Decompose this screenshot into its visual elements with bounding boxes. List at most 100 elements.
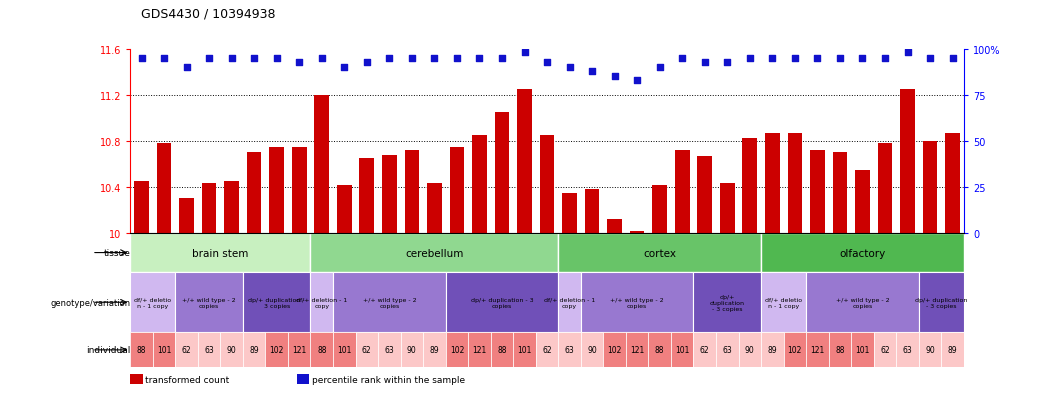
Point — [426, 55, 443, 62]
Bar — [810, 151, 824, 233]
Point — [358, 59, 375, 66]
Text: 63: 63 — [902, 346, 913, 354]
Text: df/+ deletio
n - 1 copy: df/+ deletio n - 1 copy — [765, 297, 802, 308]
Text: brain stem: brain stem — [192, 248, 249, 258]
Bar — [536, 332, 559, 368]
Bar — [629, 231, 645, 233]
Text: 88: 88 — [655, 346, 665, 354]
Bar — [491, 332, 514, 368]
Bar — [446, 273, 559, 332]
Bar — [270, 147, 284, 233]
Text: olfactory: olfactory — [840, 248, 886, 258]
Text: 88: 88 — [137, 346, 146, 354]
Text: 62: 62 — [181, 346, 192, 354]
Bar — [603, 332, 626, 368]
Bar — [179, 199, 194, 233]
Bar — [224, 182, 239, 233]
Text: +/+ wild type - 2
copies: +/+ wild type - 2 copies — [182, 297, 235, 308]
Point — [291, 59, 307, 66]
Point — [178, 65, 195, 71]
Text: 101: 101 — [855, 346, 870, 354]
Bar — [716, 332, 739, 368]
Bar — [563, 193, 577, 233]
Point — [696, 59, 713, 66]
Bar — [697, 157, 712, 233]
Text: 62: 62 — [700, 346, 710, 354]
Bar — [743, 139, 758, 233]
Point — [606, 74, 623, 81]
Bar — [761, 233, 964, 273]
Bar — [833, 153, 847, 233]
Bar — [156, 144, 171, 233]
Bar — [311, 332, 333, 368]
Text: +/+ wild type - 2
copies: +/+ wild type - 2 copies — [836, 297, 889, 308]
Point — [449, 55, 466, 62]
Point — [628, 78, 645, 84]
Text: dp/+
duplication
- 3 copies: dp/+ duplication - 3 copies — [710, 294, 745, 311]
Bar — [446, 332, 468, 368]
Bar — [333, 332, 355, 368]
Bar — [671, 332, 694, 368]
Bar — [198, 332, 220, 368]
Text: 63: 63 — [384, 346, 394, 354]
Bar — [807, 273, 919, 332]
Text: 62: 62 — [362, 346, 372, 354]
Point — [787, 55, 803, 62]
Point — [269, 55, 286, 62]
Text: 90: 90 — [745, 346, 754, 354]
Point — [764, 55, 780, 62]
Bar — [945, 133, 960, 233]
Bar — [559, 233, 761, 273]
Text: GDS4430 / 10394938: GDS4430 / 10394938 — [141, 8, 275, 21]
Text: 102: 102 — [450, 346, 464, 354]
Bar — [761, 332, 784, 368]
Bar — [877, 144, 892, 233]
Point — [562, 65, 578, 71]
Text: 102: 102 — [270, 346, 283, 354]
Bar — [153, 332, 175, 368]
Bar — [851, 332, 874, 368]
Text: dp/+ duplication -
3 copies: dp/+ duplication - 3 copies — [248, 297, 305, 308]
Text: percentile rank within the sample: percentile rank within the sample — [312, 375, 465, 384]
Text: 88: 88 — [317, 346, 326, 354]
Bar — [941, 332, 964, 368]
Text: 62: 62 — [880, 346, 890, 354]
Bar — [449, 147, 465, 233]
Text: genotype/variation: genotype/variation — [50, 298, 130, 307]
Text: 102: 102 — [788, 346, 802, 354]
Text: 63: 63 — [204, 346, 214, 354]
Point — [314, 55, 330, 62]
Text: 121: 121 — [630, 346, 644, 354]
Text: 90: 90 — [227, 346, 237, 354]
Bar — [243, 273, 311, 332]
Bar — [580, 273, 694, 332]
Bar — [292, 147, 306, 233]
Bar — [919, 332, 941, 368]
Bar — [378, 332, 400, 368]
Point — [201, 55, 218, 62]
Bar — [495, 113, 510, 233]
Bar — [720, 184, 735, 233]
Text: 90: 90 — [407, 346, 417, 354]
Bar — [315, 95, 329, 233]
Text: 102: 102 — [607, 346, 622, 354]
Text: 89: 89 — [429, 346, 440, 354]
Bar — [761, 273, 807, 332]
Point — [899, 50, 916, 57]
Bar — [514, 332, 536, 368]
Bar — [423, 332, 446, 368]
Point — [809, 55, 825, 62]
Text: 101: 101 — [157, 346, 171, 354]
Text: 89: 89 — [948, 346, 958, 354]
Bar — [288, 332, 311, 368]
Point — [674, 55, 691, 62]
Point — [854, 55, 871, 62]
Bar — [359, 159, 374, 233]
Text: 89: 89 — [768, 346, 777, 354]
Text: df/+ deletion - 1
copy: df/+ deletion - 1 copy — [296, 297, 347, 308]
Bar — [472, 136, 487, 233]
Point — [403, 55, 420, 62]
Bar — [130, 332, 153, 368]
Text: cortex: cortex — [643, 248, 676, 258]
Text: df/+ deletion - 1
copy: df/+ deletion - 1 copy — [544, 297, 595, 308]
